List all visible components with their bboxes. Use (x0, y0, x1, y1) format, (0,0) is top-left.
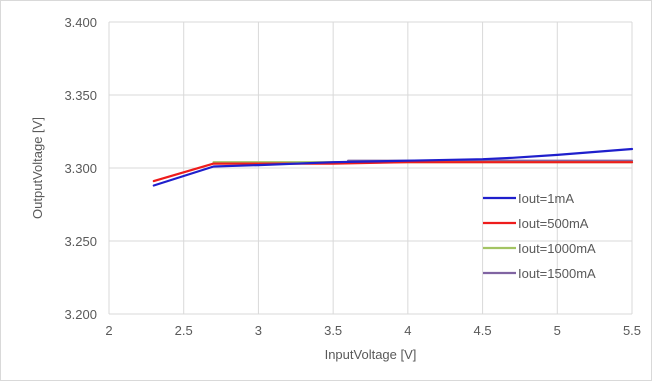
series-line-iout-1ma (152, 147, 634, 187)
series-layer (152, 147, 634, 187)
y-tick-label: 3.200 (64, 307, 97, 322)
legend: Iout=1mA Iout=500mA Iout=1000mA Iout=1500mA (483, 191, 596, 281)
legend-label-iout-1000ma: Iout=1000mA (518, 241, 596, 256)
x-tick-label: 3.5 (324, 323, 342, 338)
legend-label-iout-1ma: Iout=1mA (518, 191, 574, 206)
y-tick-label: 3.400 (64, 15, 97, 30)
legend-label-iout-1500ma: Iout=1500mA (518, 266, 596, 281)
x-tick-label: 2 (105, 323, 112, 338)
legend-label-iout-500ma: Iout=500mA (518, 216, 589, 231)
x-tick-label: 4.5 (474, 323, 492, 338)
x-tick-label: 4 (404, 323, 411, 338)
y-axis-title: OutputVoltage [V] (30, 117, 45, 219)
x-tick-label: 5.5 (623, 323, 641, 338)
x-tick-label: 2.5 (175, 323, 193, 338)
tick-layer: 2 2.5 3 3.5 4 4.5 5 5.5 3.200 3.250 3.300 3.350 3.40… (64, 15, 641, 338)
x-axis-title: InputVoltage [V] (325, 347, 417, 362)
series-line-iout-500ma (152, 161, 634, 183)
y-tick-label: 3.250 (64, 234, 97, 249)
y-tick-label: 3.300 (64, 161, 97, 176)
x-tick-label: 3 (255, 323, 262, 338)
y-tick-label: 3.350 (64, 88, 97, 103)
x-tick-label: 5 (554, 323, 561, 338)
